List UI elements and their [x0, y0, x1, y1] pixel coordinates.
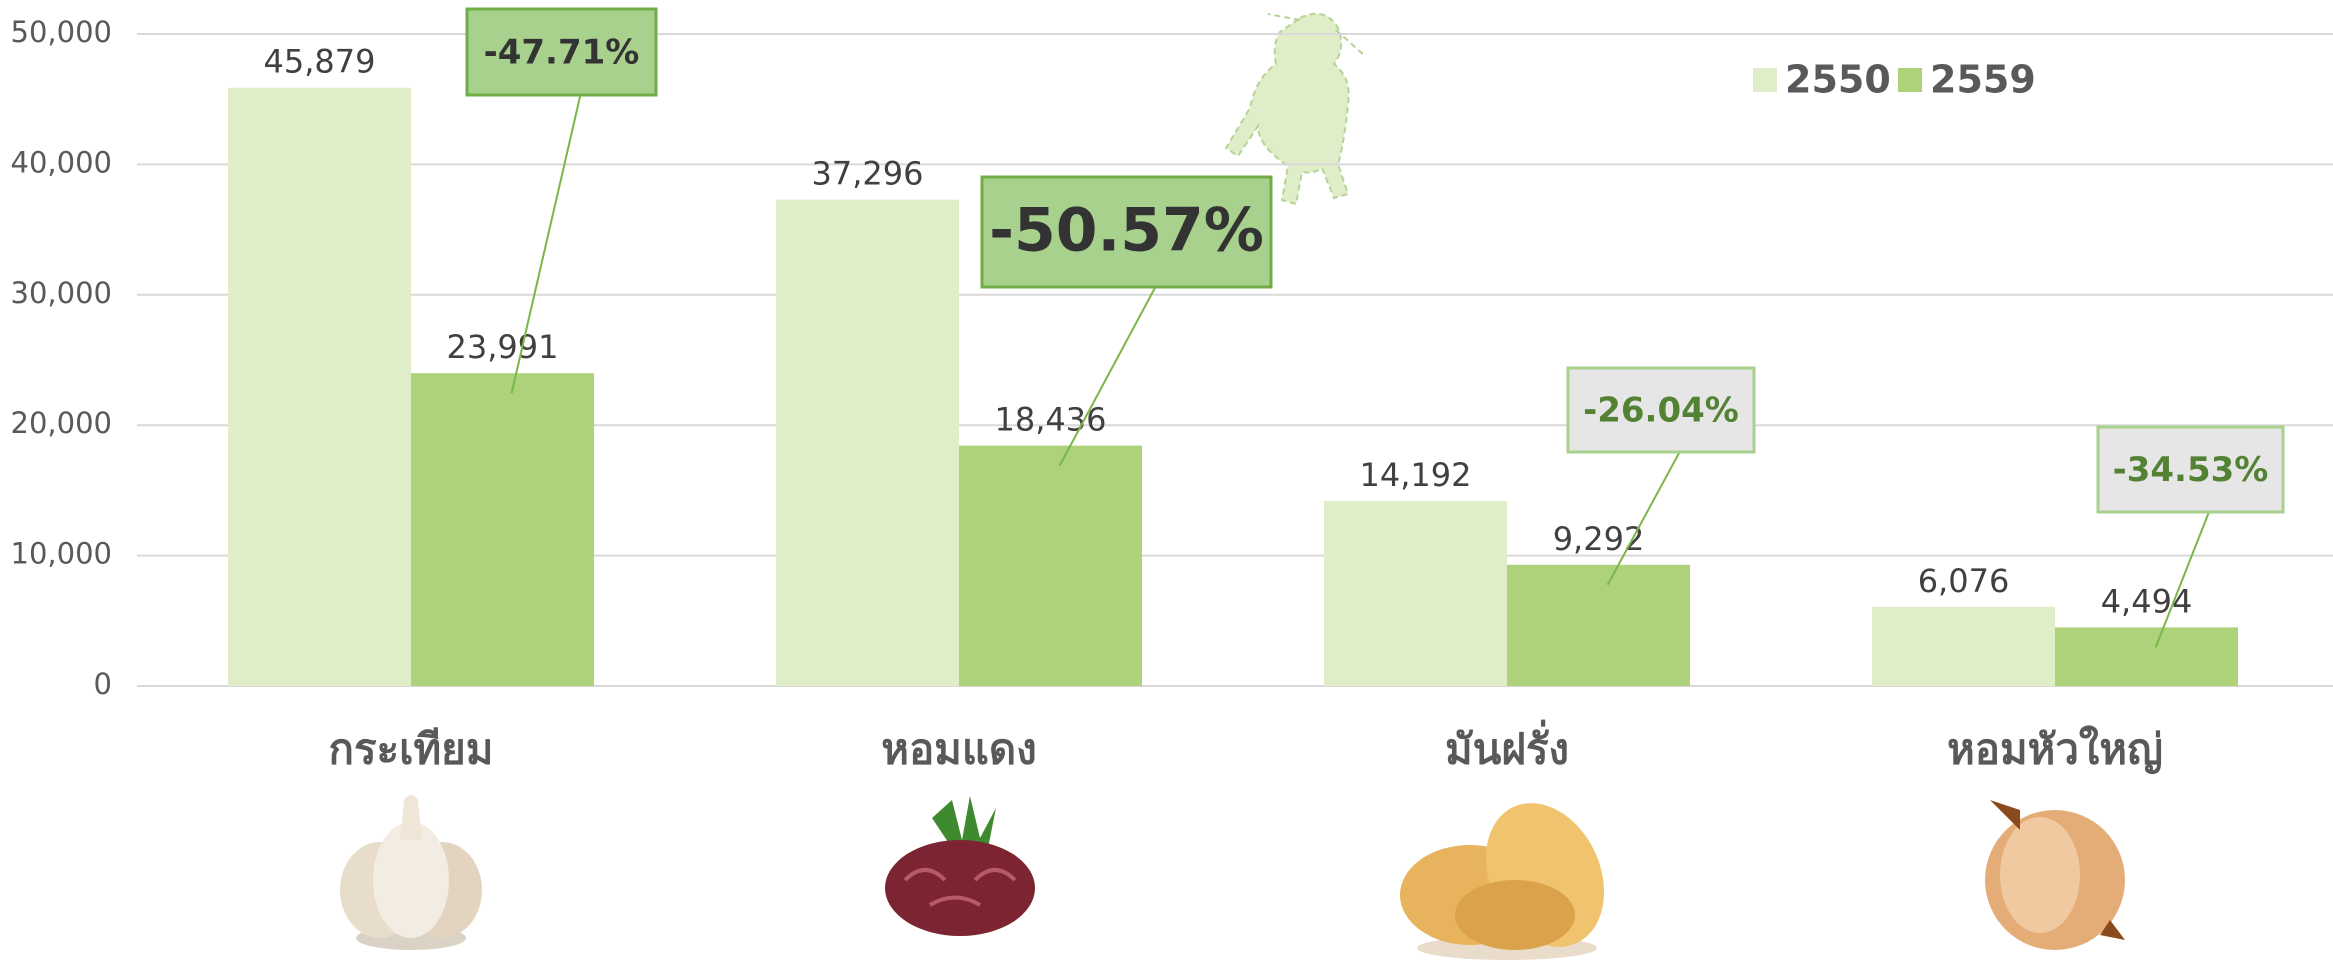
shallot-icon: [885, 796, 1035, 936]
y-tick-label: 20,000: [11, 406, 112, 440]
annotation-box: [980, 175, 1273, 289]
annotation: -26.04%: [1583, 391, 1739, 431]
annotation-box: [1566, 366, 1756, 454]
value-label: 18,436: [995, 401, 1107, 439]
y-tick-label: 10,000: [11, 537, 112, 571]
bar: [2055, 627, 2238, 686]
annotation-box: [465, 7, 658, 97]
leader-line: [2154, 511, 2210, 648]
leader-line: [1058, 286, 1157, 467]
value-label: 23,991: [447, 328, 559, 366]
value-label: 37,296: [812, 155, 924, 193]
value-label: 14,192: [1360, 456, 1472, 494]
legend-label: 2550: [1785, 58, 1891, 102]
x-tick-label: หอมแดง: [881, 725, 1036, 774]
x-tick-label: กระเทียม: [329, 725, 494, 774]
y-tick-label: 0: [94, 667, 112, 701]
bar: [411, 373, 594, 686]
annotation: -50.57%: [989, 196, 1264, 266]
y-tick-label: 30,000: [11, 276, 112, 310]
decor-figure: [1224, 12, 1366, 206]
bar: [776, 199, 959, 686]
x-tick-label: หอมหัวใหญ่: [1947, 725, 2163, 775]
annotation: -47.71%: [484, 33, 640, 73]
annotation: -34.53%: [2113, 450, 2269, 490]
legend-label: 2559: [1930, 58, 2036, 102]
y-tick-label: 50,000: [11, 15, 112, 49]
bar: [228, 87, 411, 686]
value-label: 45,879: [264, 43, 376, 81]
x-tick-label: มันฝรั่ง: [1445, 720, 1569, 774]
value-label: 4,494: [2101, 582, 2193, 620]
legend-swatch: [1753, 68, 1777, 92]
legend-swatch: [1898, 68, 1922, 92]
leader-line: [1606, 451, 1681, 586]
garlic-icon: [340, 795, 482, 950]
bar: [1872, 606, 2055, 686]
annotation-box: [2096, 425, 2285, 514]
value-label: 6,076: [1918, 562, 2010, 600]
bar: [1324, 500, 1507, 686]
value-label: 9,292: [1553, 520, 1645, 558]
leader-line: [510, 94, 582, 394]
bar: [1507, 564, 1690, 686]
onion-icon: [1985, 800, 2125, 950]
potato-icon: [1400, 803, 1605, 960]
y-tick-label: 40,000: [11, 145, 112, 179]
bar: [959, 445, 1142, 686]
